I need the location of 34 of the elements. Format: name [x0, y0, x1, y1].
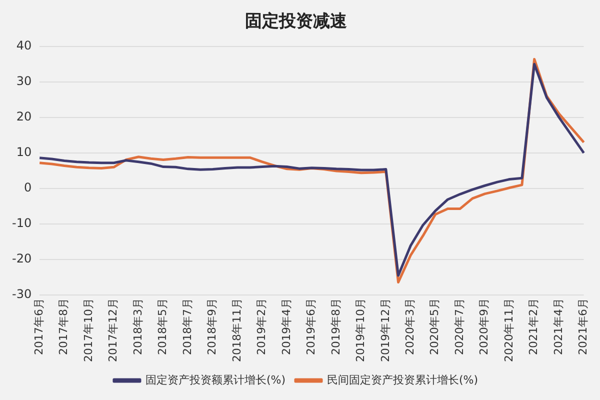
x-tick-label: 2017年10月	[82, 298, 95, 362]
legend-label: 固定资产投资额累计增长(%)	[145, 373, 286, 386]
x-tick-label: 2019年10月	[354, 298, 368, 362]
y-tick-label: 40	[16, 38, 32, 53]
x-tick-label: 2020年7月	[452, 298, 466, 356]
x-tick-label: 2021年6月	[576, 298, 590, 356]
x-tick-label: 2020年5月	[428, 298, 442, 356]
x-tick-label: 2019年4月	[280, 298, 293, 356]
y-tick-label: 30	[16, 74, 32, 88]
x-tick-label: 2018年9月	[206, 298, 219, 356]
x-tick-label: 2018年3月	[131, 298, 144, 356]
x-tick-label: 2020年11月	[502, 298, 516, 362]
x-tick-label: 2018年11月	[230, 298, 244, 362]
x-tick-label: 2017年6月	[32, 298, 46, 356]
x-tick-label: 2020年3月	[404, 298, 417, 356]
x-tick-label: 2019年12月	[378, 298, 392, 362]
x-tick-label: 2017年8月	[57, 298, 70, 356]
x-tick-label: 2021年2月	[527, 298, 540, 356]
x-tick-label: 2019年2月	[255, 298, 268, 356]
x-tick-label: 2018年5月	[156, 298, 170, 356]
y-tick-label: 0	[24, 180, 32, 195]
y-tick-label: 10	[16, 145, 32, 160]
y-tick-label: 20	[16, 110, 32, 124]
y-tick-label: -30	[12, 287, 32, 302]
y-tick-label: -20	[12, 252, 32, 266]
x-tick-label: 2019年8月	[329, 298, 342, 356]
chart-title: 固定投资减速	[245, 12, 347, 32]
x-tick-label: 2018年7月	[180, 298, 194, 356]
x-tick-label: 2017年12月	[106, 298, 120, 362]
y-tick-label: -10	[12, 216, 32, 230]
x-tick-label: 2019年6月	[304, 298, 318, 356]
legend-label: 民间固定资产投资累计增长(%)	[327, 373, 478, 386]
x-tick-label: 2021年4月	[552, 298, 565, 356]
x-tick-label: 2020年9月	[478, 298, 491, 356]
